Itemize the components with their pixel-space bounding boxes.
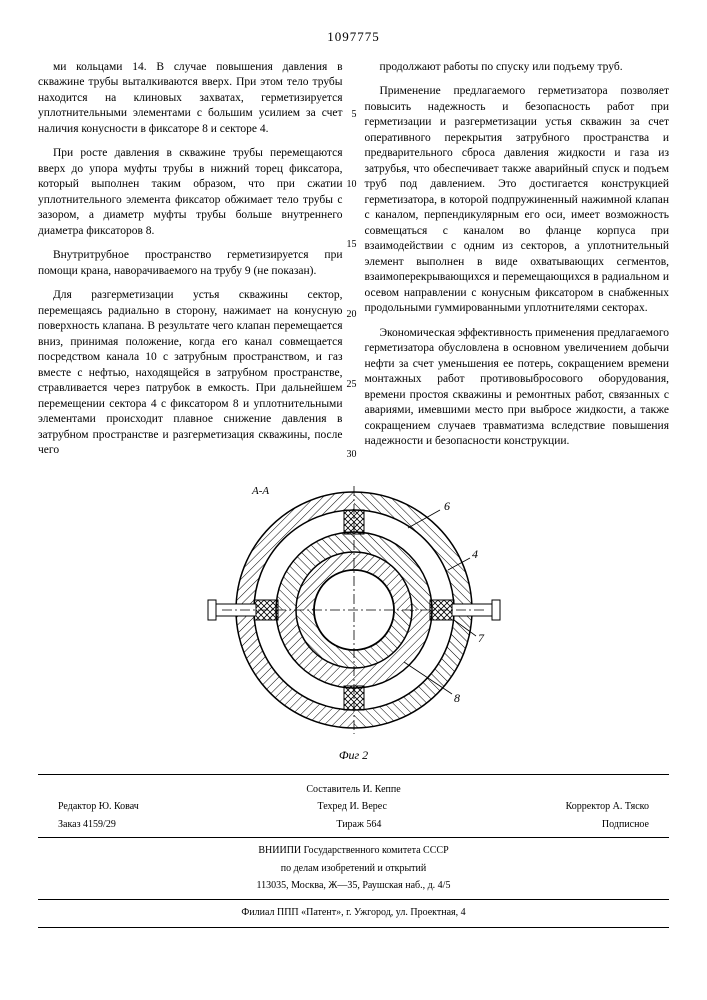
- paragraph: Экономическая эффективность применения п…: [365, 326, 670, 450]
- text-columns: ми кольцами 14. В случае повышения давле…: [38, 60, 669, 468]
- circulation: Тираж 564: [336, 818, 381, 832]
- figure-svg: А-А: [204, 480, 504, 740]
- paragraph: Применение предлагаемого герметизатора п…: [365, 84, 670, 317]
- figure-caption: Фиг 2: [38, 747, 669, 763]
- left-column: ми кольцами 14. В случае повышения давле…: [38, 60, 343, 468]
- paragraph: ми кольцами 14. В случае повышения давле…: [38, 60, 343, 138]
- publisher-dept: по делам изобретений и открытий: [38, 860, 669, 878]
- line-number: 20: [347, 308, 357, 322]
- order-number: Заказ 4159/29: [58, 818, 116, 832]
- publisher-address: 113035, Москва, Ж—35, Раушская наб., д. …: [38, 877, 669, 895]
- callout: 4: [472, 547, 478, 561]
- line-number: 10: [347, 178, 357, 192]
- paragraph: Внутритрубное пространство герметизирует…: [38, 248, 343, 279]
- paragraph: Для разгерметизации устья скважины секто…: [38, 288, 343, 459]
- paragraph: При росте давления в скважине трубы пере…: [38, 146, 343, 239]
- footer: Составитель И. Кеппе Редактор Ю. Ковач Т…: [38, 774, 669, 929]
- section-label: А-А: [251, 485, 269, 497]
- patent-number: 1097775: [38, 28, 669, 46]
- callout: 8: [454, 691, 460, 705]
- editor: Редактор Ю. Ковач: [58, 800, 139, 814]
- corrector: Корректор А. Тяско: [566, 800, 649, 814]
- line-number: 30: [347, 448, 357, 462]
- publisher-org: ВНИИПИ Государственного комитета СССР: [38, 842, 669, 860]
- callout: 7: [478, 631, 485, 645]
- subscription: Подписное: [602, 818, 649, 832]
- branch-address: Филиал ППП «Патент», г. Ужгород, ул. Про…: [38, 904, 669, 922]
- tech-editor: Техред И. Верес: [318, 800, 387, 814]
- right-column: продолжают работы по спуску или подъему …: [365, 60, 670, 468]
- paragraph: продолжают работы по спуску или подъему …: [365, 60, 670, 76]
- line-number: 25: [347, 378, 357, 392]
- compiler: Составитель И. Кеппе: [38, 781, 669, 799]
- line-number: 5: [352, 108, 357, 122]
- line-number: 15: [347, 238, 357, 252]
- figure-2: А-А: [38, 480, 669, 764]
- callout: 6: [444, 499, 450, 513]
